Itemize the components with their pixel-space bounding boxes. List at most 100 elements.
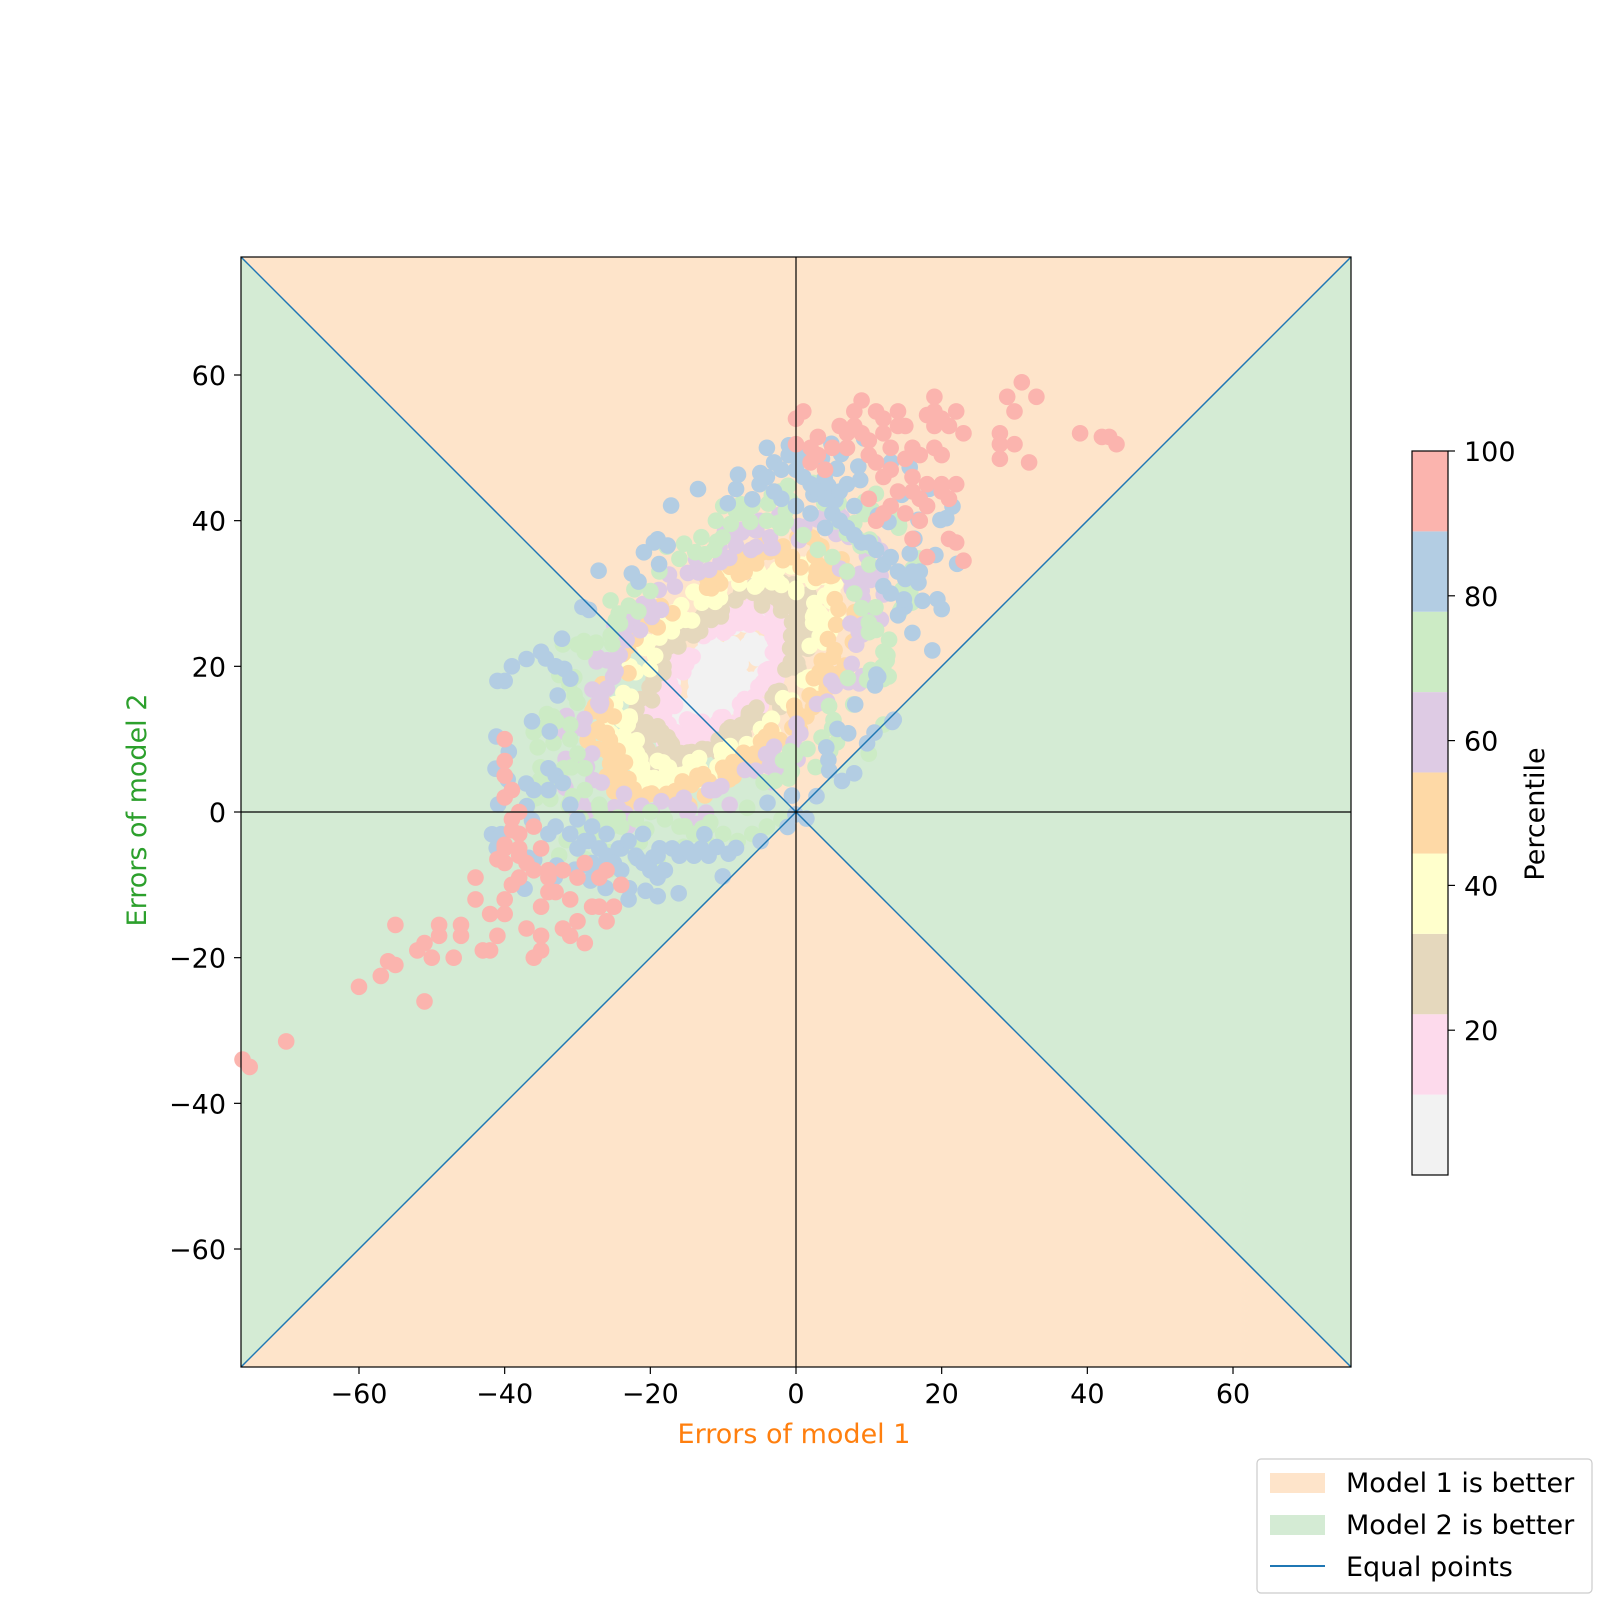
scatter-point bbox=[705, 541, 723, 559]
scatter-point bbox=[758, 439, 776, 457]
colorbar-segment bbox=[1412, 1094, 1448, 1175]
scatter-point bbox=[755, 774, 772, 791]
scatter-point bbox=[671, 818, 688, 835]
plot-area bbox=[234, 256, 1352, 1368]
x-axis: −60 −40 −20 0 20 40 60 bbox=[330, 1367, 1250, 1410]
scatter-point bbox=[758, 512, 776, 529]
colorbar-segment bbox=[1412, 1014, 1448, 1095]
scatter-point bbox=[637, 882, 654, 900]
scatter-point bbox=[656, 811, 674, 828]
scatter-point bbox=[918, 548, 936, 566]
scatter-point bbox=[612, 818, 630, 835]
scatter-point bbox=[838, 439, 856, 457]
scatter-point bbox=[561, 716, 579, 733]
scatter-point bbox=[1006, 435, 1023, 453]
x-tick-label: 40 bbox=[1070, 1379, 1104, 1410]
scatter-point bbox=[387, 916, 404, 934]
x-tick-label: −20 bbox=[622, 1379, 679, 1410]
x-tick-label: −60 bbox=[330, 1379, 387, 1410]
colorbar-segment bbox=[1412, 853, 1448, 934]
scatter-point bbox=[932, 511, 949, 529]
scatter-point bbox=[824, 548, 841, 566]
scatter-point bbox=[467, 891, 484, 908]
scatter-point bbox=[598, 913, 615, 930]
scatter-point bbox=[867, 599, 884, 616]
scatter-point bbox=[722, 719, 739, 736]
scatter-point bbox=[683, 776, 700, 794]
colorbar-segment bbox=[1412, 451, 1448, 532]
colorbar-label: Percentile bbox=[1520, 747, 1551, 880]
scatter-point bbox=[861, 556, 878, 573]
scatter-point bbox=[773, 461, 790, 479]
scatter-point bbox=[655, 705, 673, 722]
colorbar-tick-label: 60 bbox=[1464, 727, 1498, 758]
scatter-point bbox=[889, 607, 907, 624]
scatter-point bbox=[611, 615, 629, 632]
scatter-point bbox=[947, 475, 965, 493]
scatter-point bbox=[452, 916, 470, 934]
scatter-point bbox=[838, 475, 856, 493]
scatter-point bbox=[710, 659, 728, 676]
scatter-point bbox=[860, 490, 878, 508]
scatter-point bbox=[918, 497, 936, 515]
scatter-point bbox=[824, 439, 841, 457]
scatter-point bbox=[631, 621, 649, 639]
scatter-point bbox=[593, 774, 610, 791]
scatter-point bbox=[430, 916, 448, 934]
scatter-point bbox=[752, 832, 769, 850]
scatter-point bbox=[839, 669, 857, 687]
scatter-point bbox=[643, 692, 661, 709]
scatter-point bbox=[875, 643, 892, 661]
scatter-point bbox=[808, 787, 825, 805]
scatter-point bbox=[541, 723, 559, 740]
scatter-point bbox=[601, 732, 619, 749]
scatter-point bbox=[489, 927, 506, 945]
legend-swatch-model1 bbox=[1270, 1473, 1325, 1493]
colorbar-segment bbox=[1412, 531, 1448, 612]
scatter-point bbox=[496, 905, 513, 923]
scatter-point bbox=[933, 446, 950, 464]
scatter-point bbox=[523, 713, 541, 730]
scatter-point bbox=[569, 811, 586, 828]
scatter-point bbox=[774, 752, 792, 769]
scatter-point bbox=[700, 847, 717, 864]
scatter-point bbox=[738, 799, 756, 817]
colorbar: 20 40 60 80 100 bbox=[1411, 437, 1516, 1176]
scatter-point bbox=[818, 739, 835, 756]
scatter-point bbox=[561, 891, 579, 908]
scatter-point bbox=[608, 759, 625, 777]
scatter-point bbox=[826, 677, 844, 695]
scatter-point bbox=[843, 655, 860, 673]
scatter-point bbox=[897, 505, 914, 522]
scatter-point bbox=[547, 658, 564, 675]
scatter-point bbox=[612, 876, 630, 894]
scatter-point bbox=[727, 592, 744, 609]
scatter-point bbox=[780, 770, 798, 787]
colorbar-segment bbox=[1412, 772, 1448, 854]
scatter-point bbox=[620, 832, 637, 850]
scatter-point bbox=[795, 526, 812, 544]
scatter-point bbox=[758, 818, 776, 835]
scatter-point bbox=[1006, 403, 1023, 420]
scatter-point bbox=[727, 537, 745, 555]
scatter-point bbox=[372, 967, 390, 985]
scatter-point bbox=[641, 660, 659, 678]
scatter-point bbox=[350, 978, 368, 996]
colorbar-frame bbox=[1411, 450, 1449, 1176]
scatter-point bbox=[241, 1058, 258, 1076]
scatter-point bbox=[707, 512, 725, 529]
scatter-point bbox=[816, 461, 834, 479]
scatter-point bbox=[605, 898, 623, 915]
scatter-point bbox=[904, 624, 921, 642]
scatter-point bbox=[926, 388, 943, 406]
scatter-point bbox=[853, 392, 870, 409]
scatter-point bbox=[729, 466, 747, 484]
scatter-point bbox=[637, 768, 654, 785]
scatter-point bbox=[933, 475, 950, 493]
scatter-point bbox=[889, 483, 907, 500]
scatter-point bbox=[518, 920, 535, 937]
scatter-point bbox=[683, 696, 701, 713]
scatter-point bbox=[807, 569, 825, 587]
scatter-point bbox=[587, 634, 605, 651]
legend-frame bbox=[1256, 1458, 1593, 1594]
